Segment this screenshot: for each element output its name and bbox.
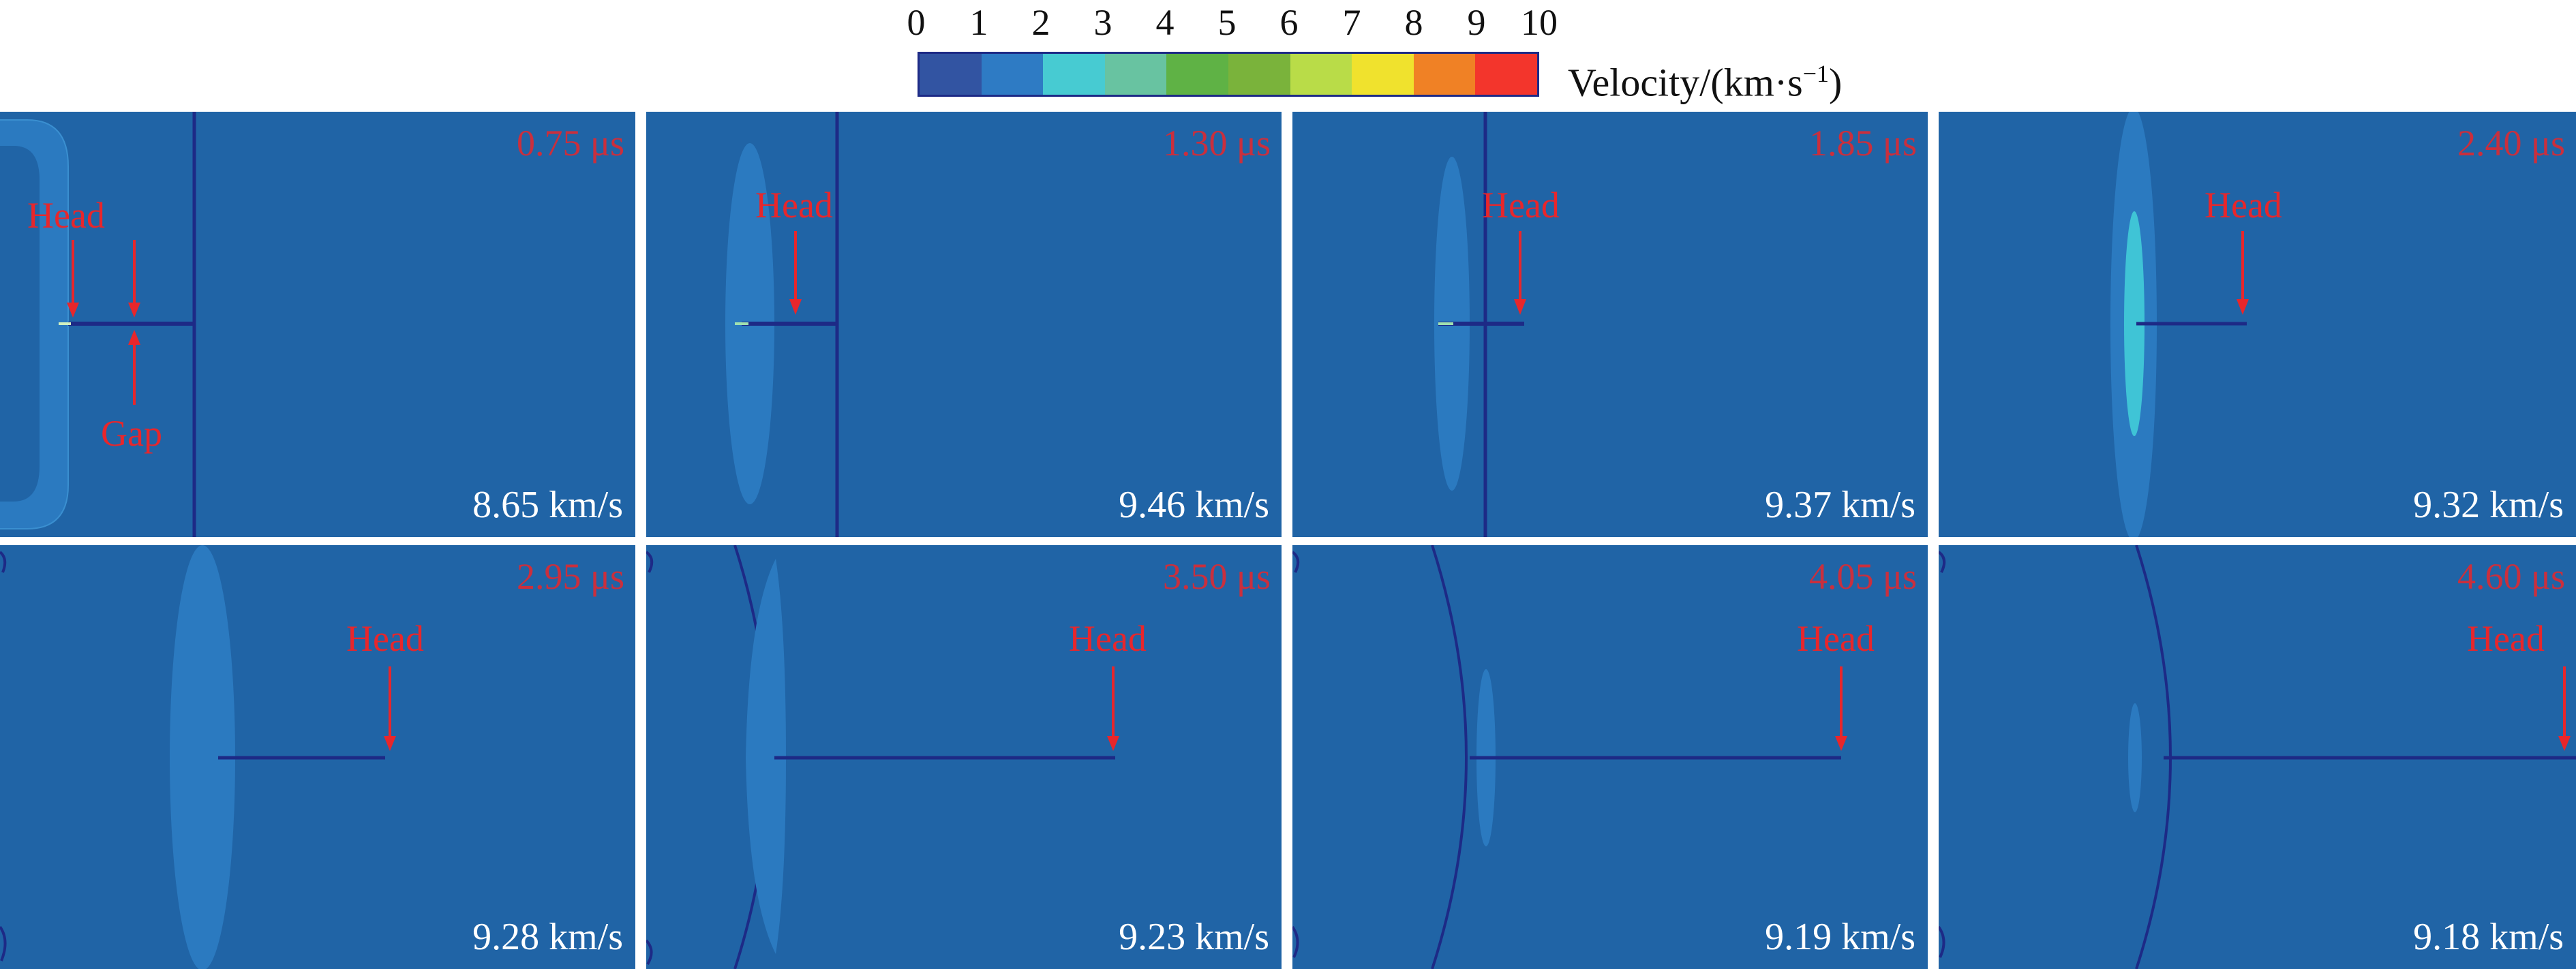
velocity-label: 9.19 km/s (1765, 916, 1915, 958)
time-label: 4.05 μs (1809, 556, 1917, 597)
shock-front (1292, 925, 1299, 958)
gap-arrowhead-bottom (128, 330, 140, 345)
head-label: Head (2204, 185, 2282, 226)
shock-front (0, 551, 7, 573)
colorbar-segment-7 (1352, 54, 1414, 95)
time-label: 0.75 μs (517, 123, 624, 164)
head-arrowhead (2558, 736, 2571, 751)
panel-5: Head 2.95 μs 9.28 km/s (0, 545, 635, 969)
panel-3: Head 1.85 μs 9.37 km/s (1292, 112, 1928, 537)
panel-2: Head 1.30 μs 9.46 km/s (646, 112, 1282, 537)
shock-front (1939, 551, 1946, 573)
head-label: Head (1069, 618, 1147, 659)
panel-3-field: Head (1434, 112, 1560, 537)
panel-7-field: Head (1292, 545, 1875, 969)
panel-6-field: Head (646, 545, 1147, 969)
colorbar-tick-5: 5 (1217, 2, 1237, 43)
colorbar-segment-2 (1043, 54, 1105, 95)
panel-4: Head 2.40 μs 9.32 km/s (1939, 112, 2576, 537)
colorbar-segment-8 (1413, 54, 1476, 95)
panel-7: Head 4.05 μs 9.19 km/s (1292, 545, 1928, 969)
colorbar-tick-0: 0 (907, 2, 926, 43)
colorbar-segment-3 (1104, 54, 1167, 95)
expanding-region (170, 545, 235, 969)
time-label: 2.40 μs (2457, 123, 2565, 164)
panel-6: Head 3.50 μs 9.23 km/s (646, 545, 1282, 969)
head-label: Head (27, 195, 105, 236)
high-velocity-region (2124, 211, 2145, 436)
head-label: Head (2467, 618, 2545, 659)
panel-1-field: Head Gap (0, 112, 196, 537)
colorbar-tick-2: 2 (1031, 2, 1050, 43)
shock-front (0, 925, 7, 962)
head-arrowhead (1514, 299, 1526, 315)
panel-5-field: Head (0, 545, 424, 969)
velocity-label: 9.23 km/s (1119, 916, 1269, 958)
colorbar-tick-4: 4 (1155, 2, 1175, 43)
colorbar-segment-1 (981, 54, 1044, 95)
head-label: Head (1797, 618, 1875, 659)
colorbar-segment-5 (1228, 54, 1290, 95)
gap-arrowhead-top (128, 303, 140, 318)
gap-label: Gap (101, 413, 162, 454)
head-label: Head (1482, 185, 1560, 226)
head-arrowhead (67, 303, 79, 318)
panel-8: Head 4.60 μs 9.18 km/s (1939, 545, 2576, 969)
colorbar-title-prefix: Velocity/(km·s (1568, 60, 1803, 105)
velocity-label: 9.37 km/s (1765, 484, 1915, 526)
expanding-region (2128, 703, 2142, 812)
shock-front (1431, 545, 1468, 969)
head-arrowhead (1835, 736, 1847, 751)
shock-front (1939, 925, 1945, 958)
colorbar-segment-9 (1475, 54, 1537, 95)
time-label: 4.60 μs (2457, 556, 2565, 597)
panel-4-field: Head (2110, 112, 2282, 537)
time-label: 1.85 μs (1809, 123, 1917, 164)
head-label: Head (346, 618, 424, 659)
head-arrowhead (1107, 736, 1119, 751)
velocity-label: 9.46 km/s (1119, 484, 1269, 526)
panel-2-field: Head (725, 112, 839, 537)
colorbar-segment-0 (920, 54, 982, 95)
panel-1: Head Gap 0.75 μs 8.65 km/s (0, 112, 635, 537)
colorbar-title: Velocity/(km·s−1) (1568, 46, 1842, 110)
velocity-label: 9.32 km/s (2413, 484, 2564, 526)
velocity-colorbar: 0 1 2 3 4 5 6 7 8 9 10 Velocity/(km·s−1) (0, 0, 2576, 109)
colorbar-tick-10: 10 (1521, 2, 1558, 43)
colorbar-segment-4 (1166, 54, 1228, 95)
velocity-label: 8.65 km/s (472, 484, 623, 526)
colorbar-title-exponent: −1 (1802, 60, 1830, 87)
shock-front (1292, 551, 1300, 573)
velocity-label: 9.28 km/s (472, 916, 623, 958)
head-arrowhead (2237, 299, 2249, 315)
head-arrowhead (384, 736, 396, 751)
colorbar-scale (918, 52, 1539, 97)
inner-region (0, 146, 40, 502)
colorbar-tick-1: 1 (969, 2, 988, 43)
head-arrowhead (789, 299, 802, 315)
velocity-label: 9.18 km/s (2413, 916, 2564, 958)
colorbar-tick-7: 7 (1342, 2, 1361, 43)
expanding-region (746, 559, 786, 954)
colorbar-tick-3: 3 (1093, 2, 1112, 43)
head-label: Head (755, 185, 833, 226)
shock-front (646, 551, 654, 573)
panel-8-field: Head (1939, 545, 2576, 969)
time-label: 1.30 μs (1163, 123, 1271, 164)
colorbar-tick-9: 9 (1467, 2, 1486, 43)
time-label: 2.95 μs (517, 556, 624, 597)
colorbar-tick-8: 8 (1404, 2, 1423, 43)
colorbar-segment-6 (1290, 54, 1352, 95)
shock-front (646, 939, 653, 966)
colorbar-title-suffix: ) (1829, 60, 1843, 105)
time-label: 3.50 μs (1163, 556, 1271, 597)
colorbar-tick-6: 6 (1279, 2, 1299, 43)
